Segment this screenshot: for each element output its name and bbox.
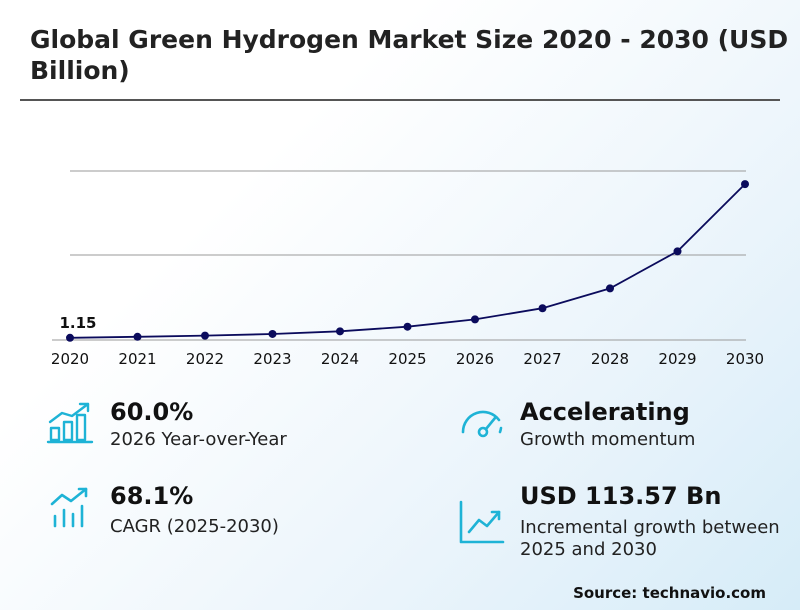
series-line — [69, 183, 746, 339]
kpi-momentum-label: Growth momentum — [520, 429, 696, 450]
x-tick-label: 2030 — [726, 350, 764, 368]
kpi-incremental-value: USD 113.57 Bn — [520, 482, 722, 510]
kpi-incremental-label: Incremental growth between 2025 and 2030 — [520, 517, 780, 560]
kpi-momentum-value: Accelerating — [520, 398, 690, 426]
x-tick-label: 2025 — [388, 350, 426, 368]
data-point — [336, 327, 344, 336]
data-label: 1.15 — [59, 314, 96, 332]
data-point — [403, 322, 412, 331]
title-divider — [20, 99, 780, 101]
x-tick-label: 2028 — [591, 350, 629, 368]
kpi-cagr-label: CAGR (2025-2030) — [110, 516, 279, 537]
chart-title: Global Green Hydrogen Market Size 2020 -… — [30, 25, 789, 85]
data-point — [471, 315, 479, 324]
x-tick-label: 2021 — [118, 350, 156, 368]
kpi-yoy: 60.0% 2026 Year-over-Year — [46, 398, 376, 458]
kpi-cagr-value: 68.1% — [110, 482, 194, 510]
line-chart-icon — [459, 500, 505, 544]
data-point — [606, 284, 614, 293]
data-point — [268, 329, 277, 338]
x-tick-label: 2026 — [456, 350, 494, 368]
data-point — [133, 332, 142, 341]
x-tick-label: 2020 — [51, 350, 89, 368]
source-credit: Source: technavio.com — [573, 584, 766, 602]
bar-growth-icon — [46, 402, 94, 444]
kpi-yoy-label: 2026 Year-over-Year — [110, 429, 287, 450]
data-point — [673, 247, 682, 256]
gauge-icon — [461, 410, 503, 438]
x-tick-label: 2027 — [523, 350, 561, 368]
x-tick-label: 2022 — [186, 350, 224, 368]
line-chart: 2020 2021 2022 2023 2024 2025 2026 2027 2028 2029… — [51, 170, 764, 368]
data-point — [538, 304, 547, 313]
kpi-incremental: USD 113.57 Bn Incremental growth between… — [457, 482, 780, 566]
x-tick-label: 2029 — [658, 350, 696, 368]
x-tick-label: 2023 — [253, 350, 291, 368]
trend-bars-icon — [50, 487, 88, 528]
kpi-momentum: Accelerating Growth momentum — [457, 398, 777, 458]
kpi-yoy-value: 60.0% — [110, 398, 194, 426]
data-point — [201, 331, 209, 340]
x-tick-label: 2024 — [321, 350, 359, 368]
data-point — [66, 333, 74, 342]
kpi-cagr: 68.1% CAGR (2025-2030) — [46, 482, 376, 542]
data-point — [741, 180, 749, 189]
